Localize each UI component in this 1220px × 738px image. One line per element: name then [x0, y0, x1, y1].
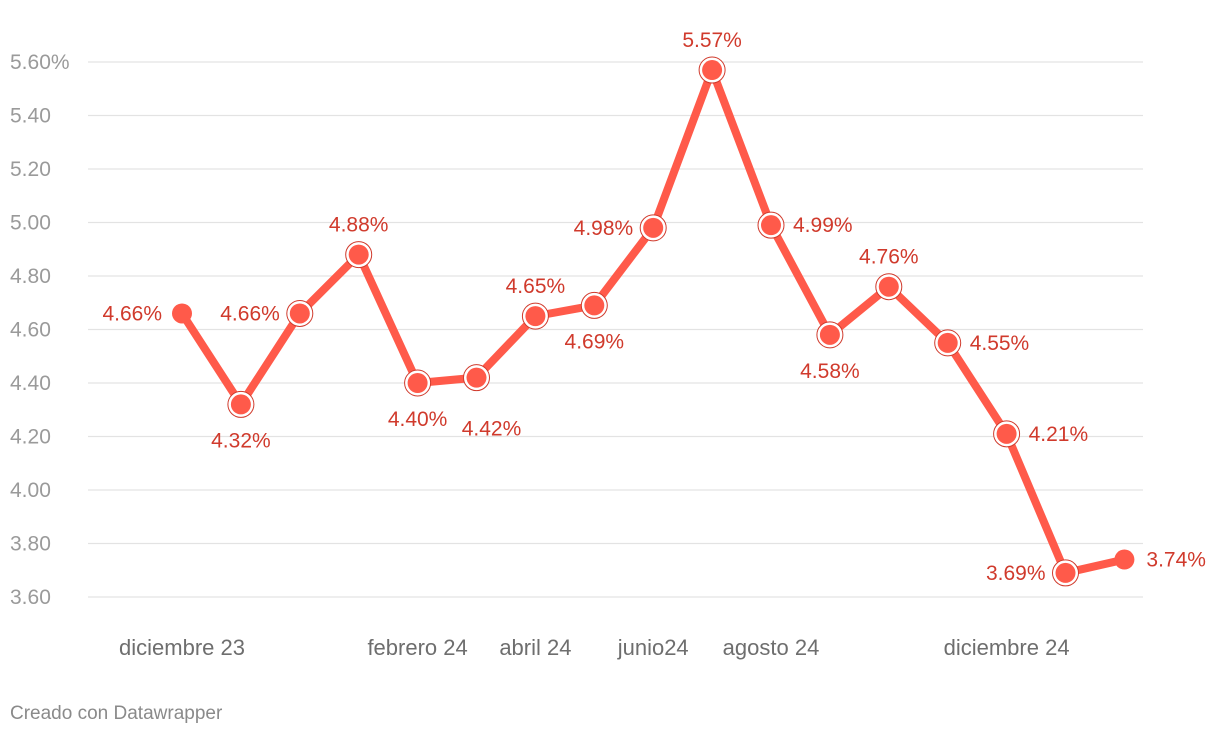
- x-tick-label: abril 24: [499, 635, 571, 660]
- y-tick-label: 5.60%: [10, 51, 70, 74]
- data-point: [1114, 549, 1135, 570]
- data-label: 3.69%: [986, 562, 1046, 585]
- x-tick-label: agosto 24: [723, 635, 820, 660]
- data-label: 4.69%: [565, 330, 625, 353]
- x-tick-label: diciembre 24: [944, 635, 1070, 660]
- data-label: 4.55%: [970, 332, 1030, 355]
- y-tick-label: 5.20: [10, 158, 51, 181]
- footer-credit: Creado con Datawrapper: [10, 703, 223, 724]
- x-tick-label: febrero 24: [367, 635, 467, 660]
- data-label: 4.66%: [102, 302, 162, 325]
- x-tick-label: junio24: [617, 635, 689, 660]
- gridlines: [88, 61, 1143, 598]
- data-point: [937, 332, 958, 353]
- data-label: 4.66%: [220, 302, 280, 325]
- data-label: 4.65%: [506, 275, 566, 298]
- data-label: 4.98%: [574, 217, 634, 240]
- data-label: 3.74%: [1146, 549, 1206, 572]
- data-point: [819, 324, 840, 345]
- y-tick-label: 5.40: [10, 105, 51, 128]
- series-line: [178, 66, 1129, 577]
- data-point: [525, 306, 546, 327]
- data-point: [348, 244, 369, 265]
- data-label: 4.88%: [329, 214, 389, 237]
- y-tick-label: 4.80: [10, 265, 51, 288]
- data-label: 4.76%: [859, 246, 919, 269]
- y-axis-ticks: 3.60 3.80 4.00 4.20 4.40 4.60 4.80 5.00 5.20 5.40…: [10, 51, 70, 609]
- data-points: [172, 56, 1135, 587]
- data-label: 4.58%: [800, 360, 860, 383]
- x-tick-label: diciembre 23: [119, 635, 245, 660]
- y-tick-label: 4.20: [10, 426, 51, 449]
- y-tick-label: 5.00: [10, 212, 51, 235]
- y-tick-label: 3.60: [10, 586, 51, 609]
- data-point: [289, 303, 310, 324]
- data-point: [172, 303, 192, 324]
- data-label: 4.99%: [793, 214, 853, 237]
- data-label: 4.21%: [1029, 423, 1089, 446]
- y-tick-label: 4.00: [10, 479, 51, 502]
- data-point: [584, 295, 605, 316]
- data-point: [1055, 562, 1076, 583]
- data-point: [407, 373, 428, 393]
- y-tick-label: 3.80: [10, 533, 51, 556]
- y-tick-label: 4.60: [10, 319, 51, 342]
- data-point: [702, 60, 723, 81]
- data-point: [466, 367, 487, 388]
- x-axis-ticks: diciembre 23 febrero 24 abril 24 junio24 ago…: [119, 635, 1070, 660]
- data-point: [761, 215, 781, 236]
- data-label: 4.32%: [211, 429, 271, 452]
- line-chart: 3.60 3.80 4.00 4.20 4.40 4.60 4.80 5.00 5.20 5.40…: [10, 29, 1206, 660]
- series-line-path: [178, 66, 1129, 577]
- data-point: [878, 276, 899, 297]
- data-point: [996, 423, 1017, 444]
- data-label: 4.42%: [462, 418, 522, 441]
- data-labels: 4.66% 4.32% 4.66% 4.88% 4.40% 4.42% 4.65% 4.69%…: [102, 29, 1205, 585]
- data-point: [643, 217, 664, 238]
- data-point: [230, 394, 251, 415]
- y-tick-label: 4.40: [10, 372, 51, 395]
- data-label: 5.57%: [682, 29, 742, 52]
- data-label: 4.40%: [388, 408, 448, 431]
